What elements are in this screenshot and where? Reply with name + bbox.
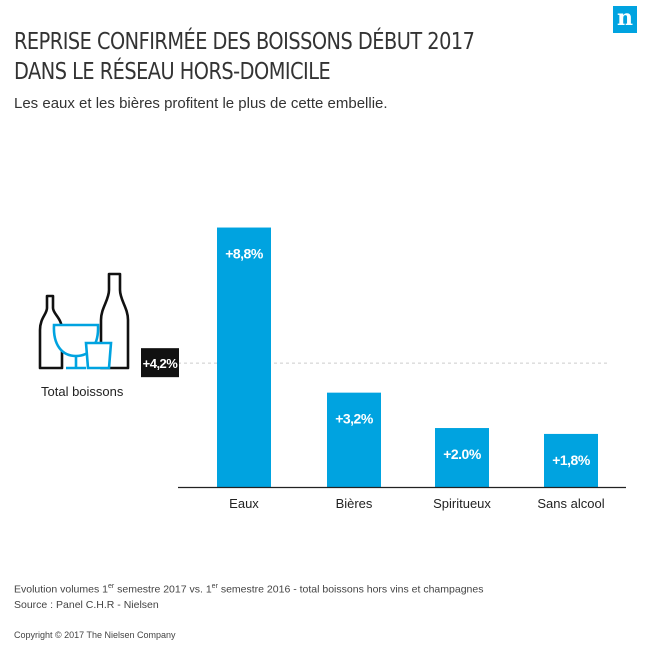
page-title: REPRISE CONFIRMÉE DES BOISSONS DÉBUT 201… (14, 27, 510, 87)
footer-sup-2: er (211, 583, 218, 590)
bar-value-label: +8,8% (225, 246, 264, 262)
bar-value-label: +3,2% (335, 411, 374, 427)
bar-bières (327, 392, 381, 487)
bar-value-label: +2.0% (443, 446, 482, 462)
footer-text-a: Evolution volumes 1 (14, 583, 108, 596)
copyright: Copyright © 2017 The Nielsen Company (14, 630, 176, 640)
bar-eaux (217, 227, 271, 488)
bar-value-label: +1,8% (552, 452, 591, 468)
total-value-box (141, 348, 179, 378)
footer-text-c: semestre 2016 - total boissons hors vins… (217, 583, 484, 596)
total-label: Total boissons (41, 384, 124, 399)
x-tick-label: Eaux (229, 496, 259, 511)
total-value-label: +4,2% (143, 356, 179, 371)
x-tick-label: Bières (336, 496, 373, 511)
title-line-2: DANS LE RÉSEAU HORS-DOMICILE (14, 59, 331, 85)
x-tick-label: Spiritueux (433, 496, 491, 511)
footer-text-b: semestre 2017 vs. 1 (114, 583, 212, 596)
title-line-1: REPRISE CONFIRMÉE DES BOISSONS DÉBUT 201… (14, 29, 475, 55)
nielsen-logo: n (613, 6, 637, 33)
footer-sup-1: er (107, 583, 115, 590)
bar-spiritueux (435, 428, 489, 487)
subtitle: Les eaux et les bières profitent le plus… (14, 95, 388, 112)
footer-note: Evolution volumes 1er semestre 2017 vs. … (14, 583, 483, 596)
bar-sans-alcool (544, 433, 598, 487)
footer-source: Source : Panel C.H.R - Nielsen (14, 599, 159, 611)
glasses-icon (52, 323, 113, 370)
x-tick-label: Sans alcool (537, 496, 604, 511)
bottles-and-glasses-icon (38, 272, 130, 370)
